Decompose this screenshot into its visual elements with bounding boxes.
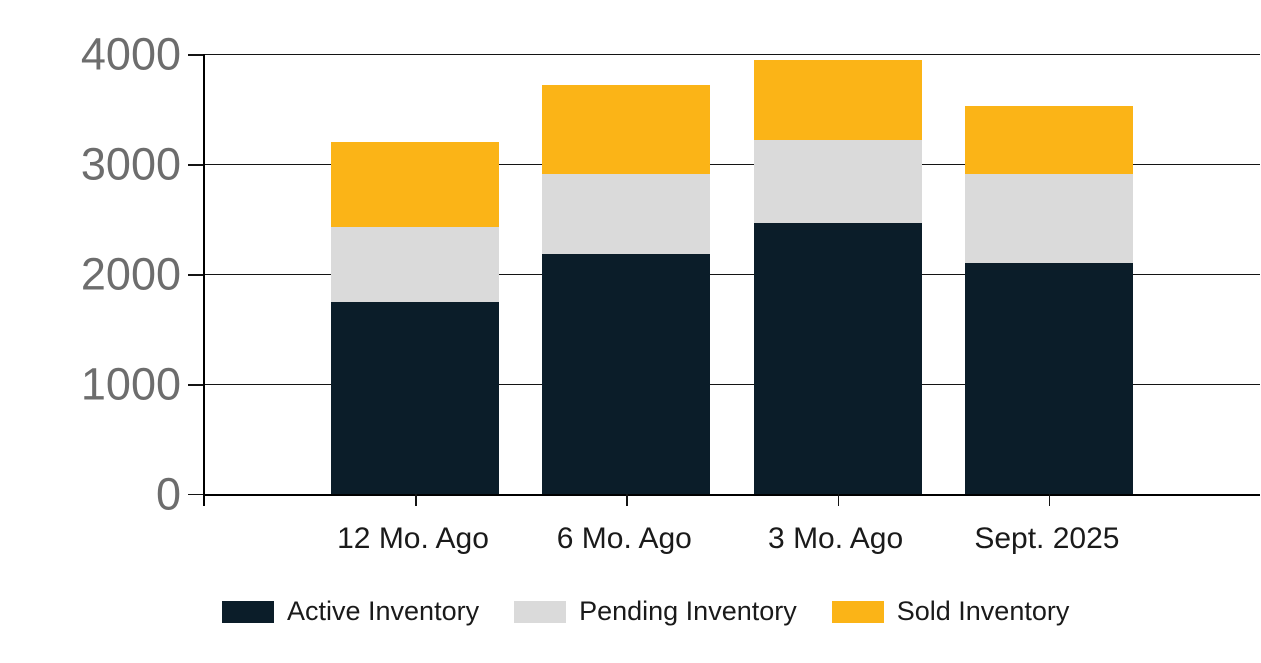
y-axis-tick-2000 <box>188 274 203 276</box>
legend-item-pending-inventory: Pending Inventory <box>514 598 797 625</box>
legend-swatch-active-inventory <box>222 600 274 623</box>
chart-legend: Active Inventory Pending Inventory Sold In… <box>222 598 1069 625</box>
segment-pending-inventory-12-mo-ago <box>331 226 499 302</box>
y-axis-tick-0 <box>188 493 203 495</box>
y-axis-labels: 0 1000 2000 3000 4000 <box>0 0 181 663</box>
gridline-1000 <box>205 384 1260 385</box>
legend-swatch-sold-inventory <box>831 600 884 623</box>
y-tick-label-0: 0 <box>155 468 181 520</box>
y-tick-label-1000: 1000 <box>80 358 181 410</box>
y-axis-tick-3000 <box>188 164 203 166</box>
y-tick-label-3000: 3000 <box>80 138 181 190</box>
gridline-4000 <box>205 54 1260 55</box>
x-axis-tick-sept-2025 <box>1048 494 1051 506</box>
plot-area <box>188 54 1260 506</box>
legend-item-active-inventory: Active Inventory <box>222 598 479 625</box>
legend-swatch-pending-inventory <box>514 600 567 623</box>
legend-label-pending-inventory: Pending Inventory <box>579 596 797 626</box>
segment-active-inventory-sept-2025 <box>964 263 1133 494</box>
x-tick-label-12-mo-ago: 12 Mo. Ago <box>337 522 489 555</box>
segment-active-inventory-6-mo-ago <box>542 254 711 494</box>
gridline-3000 <box>205 164 1260 165</box>
y-axis-tick-1000 <box>188 384 203 386</box>
bar-sept-2025 <box>964 105 1133 494</box>
segment-sold-inventory-12-mo-ago <box>331 142 499 227</box>
x-axis-tick-3-mo-ago <box>837 494 840 506</box>
segment-active-inventory-3-mo-ago <box>753 223 922 494</box>
segment-pending-inventory-3-mo-ago <box>753 139 922 224</box>
x-tick-label-3-mo-ago: 3 Mo. Ago <box>768 522 904 555</box>
y-axis-tick-4000 <box>188 54 203 56</box>
y-tick-label-4000: 4000 <box>80 28 181 80</box>
segment-sold-inventory-3-mo-ago <box>753 59 922 140</box>
x-axis-tick-6-mo-ago <box>626 494 628 506</box>
legend-label-sold-inventory: Sold Inventory <box>896 596 1070 626</box>
bar-12-mo-ago <box>331 142 499 494</box>
legend-label-active-inventory: Active Inventory <box>287 596 480 626</box>
segment-pending-inventory-6-mo-ago <box>542 174 711 255</box>
y-axis-bottom-tick <box>203 494 205 506</box>
gridline-2000 <box>205 274 1260 275</box>
segment-active-inventory-12-mo-ago <box>331 301 499 494</box>
x-tick-label-sept-2025: Sept. 2025 <box>974 522 1120 555</box>
legend-item-sold-inventory: Sold Inventory <box>831 596 1070 626</box>
x-axis-tick-12-mo-ago <box>415 494 417 506</box>
segment-pending-inventory-sept-2025 <box>964 173 1133 263</box>
x-tick-label-6-mo-ago: 6 Mo. Ago <box>556 522 692 555</box>
segment-sold-inventory-6-mo-ago <box>542 84 711 175</box>
bar-6-mo-ago <box>542 84 711 494</box>
segment-sold-inventory-sept-2025 <box>964 105 1133 174</box>
y-tick-label-2000: 2000 <box>80 248 181 300</box>
bar-3-mo-ago <box>753 59 922 494</box>
